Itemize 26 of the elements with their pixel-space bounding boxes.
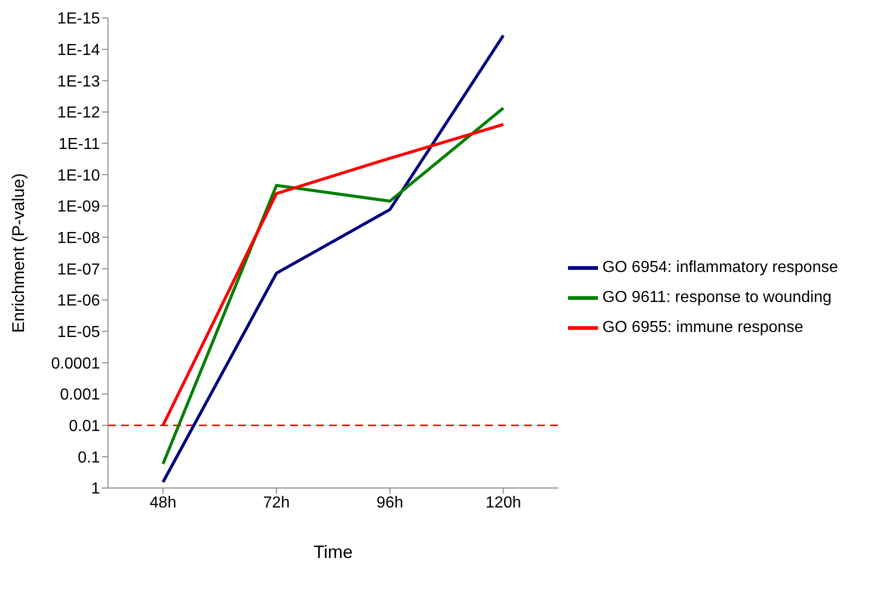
y-tick-label: 1E-06 xyxy=(57,292,100,310)
legend-label: GO 6954: inflammatory response xyxy=(602,258,838,276)
x-tick-label: 96h xyxy=(376,494,404,512)
y-tick-label: 1E-14 xyxy=(57,42,100,60)
line-series xyxy=(162,34,505,484)
y-tick-label: 0.1 xyxy=(78,449,100,466)
y-tick-label: 0.0001 xyxy=(51,355,100,372)
y-tick-label: 1E-09 xyxy=(57,198,100,216)
legend-label: GO 6955: immune response xyxy=(602,319,804,336)
y-tick-label: 0.01 xyxy=(68,418,100,436)
y-axis-title: Enrichment (P-value) xyxy=(9,173,28,333)
y-tick-label: 1E-07 xyxy=(57,261,100,278)
legend-label: GO 9611: response to wounding xyxy=(602,289,832,306)
y-tick-label: 1E-13 xyxy=(57,73,100,90)
y-tick-label: 1E-12 xyxy=(57,104,100,122)
y-tick-label: 1E-11 xyxy=(58,136,100,154)
x-tick-label: 120h xyxy=(486,494,522,512)
y-tick-label: 1E-05 xyxy=(57,324,100,342)
x-tick-label: 72h xyxy=(263,494,290,512)
x-axis-title: Time xyxy=(313,542,353,562)
y-tick-label: 0.001 xyxy=(60,386,100,404)
y-tick-label: 1E-08 xyxy=(57,230,100,248)
y-tick-label: 1E-10 xyxy=(57,167,100,184)
y-tick-label: 1E-15 xyxy=(57,10,100,28)
x-tick-label: 48h xyxy=(150,494,176,512)
y-tick-label: 1 xyxy=(91,480,100,498)
